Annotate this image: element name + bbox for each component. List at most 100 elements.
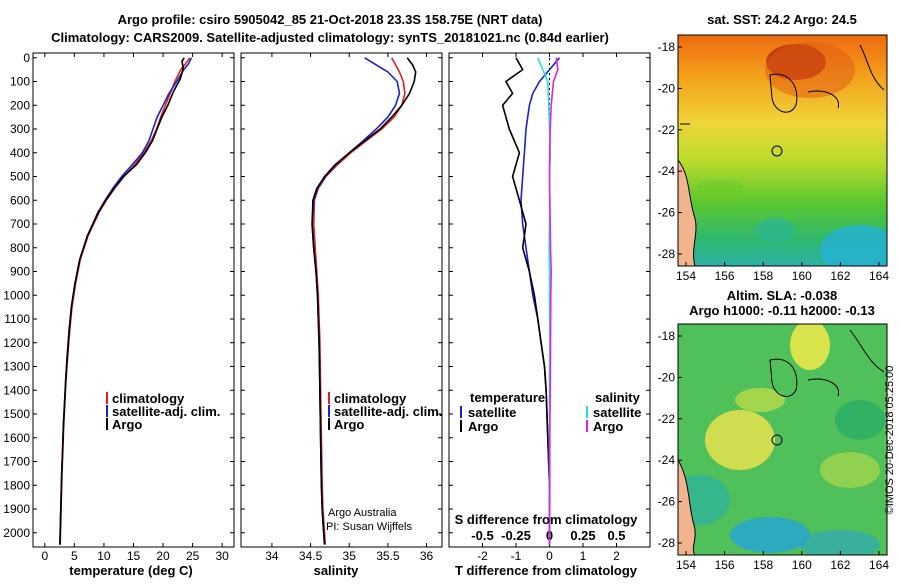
depth-tick-label: 500 (10, 170, 30, 184)
depth-tick-label: 1400 (3, 383, 30, 397)
map-x-tick-label: 162 (830, 269, 850, 283)
sla-map-title-2: Argo h1000: -0.11 h2000: -0.13 (689, 303, 875, 318)
difference-legend: temperature satellite Argo salinity sate… (460, 390, 641, 434)
depth-tick-label: 200 (10, 98, 30, 112)
map-x-tick-label: 160 (792, 269, 812, 283)
legend-argo: Argo (334, 417, 364, 432)
map-y-tick-label: -20 (658, 370, 676, 384)
credit-line-1: Argo Australia (328, 507, 397, 519)
x-tick-label: 20 (156, 549, 170, 563)
legend-temperature-title: temperature (470, 390, 545, 405)
sst-map-frame (677, 34, 888, 267)
depth-tick-label: 2000 (3, 526, 30, 540)
map-x-tick-label: 164 (869, 558, 889, 572)
depth-tick-label: 1800 (3, 478, 30, 492)
legend-climatology: climatology (334, 391, 407, 406)
x-tick-label: 0 (41, 549, 48, 563)
sla-map-ticks: 154 156 158 160 162 164 -18 -20 -22 -24 -26 -28 (658, 329, 890, 572)
x-tick-label: 36 (420, 549, 434, 563)
depth-tick-label: 600 (10, 193, 30, 207)
map-x-tick-label: 160 (792, 558, 812, 572)
x-tick-label: 10 (97, 549, 111, 563)
depth-tick-label: 400 (10, 146, 30, 160)
depth-tick-label: 800 (10, 241, 30, 255)
depth-tick-label: 900 (10, 265, 30, 279)
map-y-tick-label: -28 (658, 247, 676, 261)
depth-axis: 0 100 200 300 400 500 600 700 800 900 1000 1100 1200… (3, 51, 30, 540)
legend-s-satellite: satellite (593, 405, 641, 420)
series-line-satellite-adj-clim- (59, 57, 193, 545)
credit-line-2: PI: Susan Wijffels (326, 521, 412, 533)
salinity-tick-label: 0.25 (570, 528, 595, 543)
series-line-temperature-argo (501, 57, 551, 545)
depth-tick-label: 1500 (3, 407, 30, 421)
map-x-tick-label: 154 (676, 269, 696, 283)
map-x-tick-label: 156 (715, 558, 735, 572)
series-line-salinity-argo (548, 57, 559, 545)
sla-map-title-1: Altim. SLA: -0.038 (727, 288, 838, 303)
x-tick-label: 30 (215, 549, 229, 563)
imos-timestamp: ©IMOS 20-Dec-2018 05:25:00 (884, 366, 896, 515)
map-x-tick-label: 158 (753, 558, 773, 572)
depth-tick-label: 1000 (3, 288, 30, 302)
salinity-legend: climatology satellite-adj. clim. Argo (328, 391, 442, 432)
map-x-tick-label: 162 (830, 558, 850, 572)
title-line-1: Argo profile: csiro 5905042_85 21-Oct-20… (118, 12, 543, 27)
series-line-satellite-adj-clim- (311, 57, 401, 545)
map-x-tick-label: 158 (753, 269, 773, 283)
depth-tick-label: 1700 (3, 455, 30, 469)
series-line-climatology (59, 57, 191, 545)
temperature-xlabel: temperature (deg C) (69, 563, 193, 578)
map-y-tick-label: -24 (658, 453, 676, 467)
depth-tick-label: 300 (10, 122, 30, 136)
legend-t-satellite: satellite (468, 405, 516, 420)
x-tick-label: 1 (580, 549, 587, 563)
sla-map (678, 324, 887, 555)
depth-tick-label: 1200 (3, 336, 30, 350)
temperature-legend: climatology satellite-adj. clim. Argo (106, 391, 220, 432)
legend-satellite: satellite-adj. clim. (112, 404, 220, 419)
depth-tick-label: 1300 (3, 360, 30, 374)
x-tick-label: 25 (186, 549, 200, 563)
x-tick-label: 34.5 (299, 549, 323, 563)
x-tick-label: 5 (71, 549, 78, 563)
series-line-argo (311, 57, 417, 545)
x-tick-label: 34 (265, 549, 279, 563)
title-line-2: Climatology: CARS2009. Satellite-adjuste… (51, 30, 609, 45)
legend-argo: Argo (112, 417, 142, 432)
series-line-argo (59, 57, 185, 545)
t-difference-xlabel: T difference from climatology (455, 563, 638, 578)
map-x-tick-label: 164 (869, 269, 889, 283)
sst-map (678, 35, 887, 266)
depth-tick-label: 1600 (3, 431, 30, 445)
map-y-tick-label: -26 (658, 495, 676, 509)
salinity-tick-label: 0.5 (607, 528, 625, 543)
depth-tick-label: 1900 (3, 502, 30, 516)
salinity-panel-frame (240, 52, 443, 548)
map-y-tick-label: -22 (658, 123, 676, 137)
temperature-panel: 0 5 10 15 20 25 30 (33, 53, 234, 563)
depth-tick-label: 0 (23, 51, 30, 65)
salinity-xlabel: salinity (314, 563, 360, 578)
map-y-tick-label: -24 (658, 164, 676, 178)
legend-t-argo: Argo (468, 419, 498, 434)
x-tick-label: 35 (343, 549, 357, 563)
map-y-tick-label: -18 (658, 329, 676, 343)
temperature-panel-frame (32, 52, 235, 548)
map-x-tick-label: 156 (715, 269, 735, 283)
x-tick-label: 2 (613, 549, 620, 563)
map-y-tick-label: -18 (658, 40, 676, 54)
x-tick-label: -2 (477, 549, 488, 563)
depth-tick-label: 700 (10, 217, 30, 231)
sst-map-title: sat. SST: 24.2 Argo: 24.5 (707, 12, 857, 27)
difference-panel: -2 -1 0 1 2-0.5 -0.25 0 0.25 0.5 (449, 53, 650, 563)
x-tick-label: 35.5 (376, 549, 400, 563)
legend-satellite: satellite-adj. clim. (334, 404, 442, 419)
map-y-tick-label: -20 (658, 81, 676, 95)
salinity-panel: 34 34.5 35 35.5 36 (241, 53, 442, 563)
depth-tick-label: 100 (10, 75, 30, 89)
x-tick-label: -1 (511, 549, 522, 563)
legend-salinity-title: salinity (595, 390, 641, 405)
depth-tick-label: 1100 (4, 312, 30, 326)
